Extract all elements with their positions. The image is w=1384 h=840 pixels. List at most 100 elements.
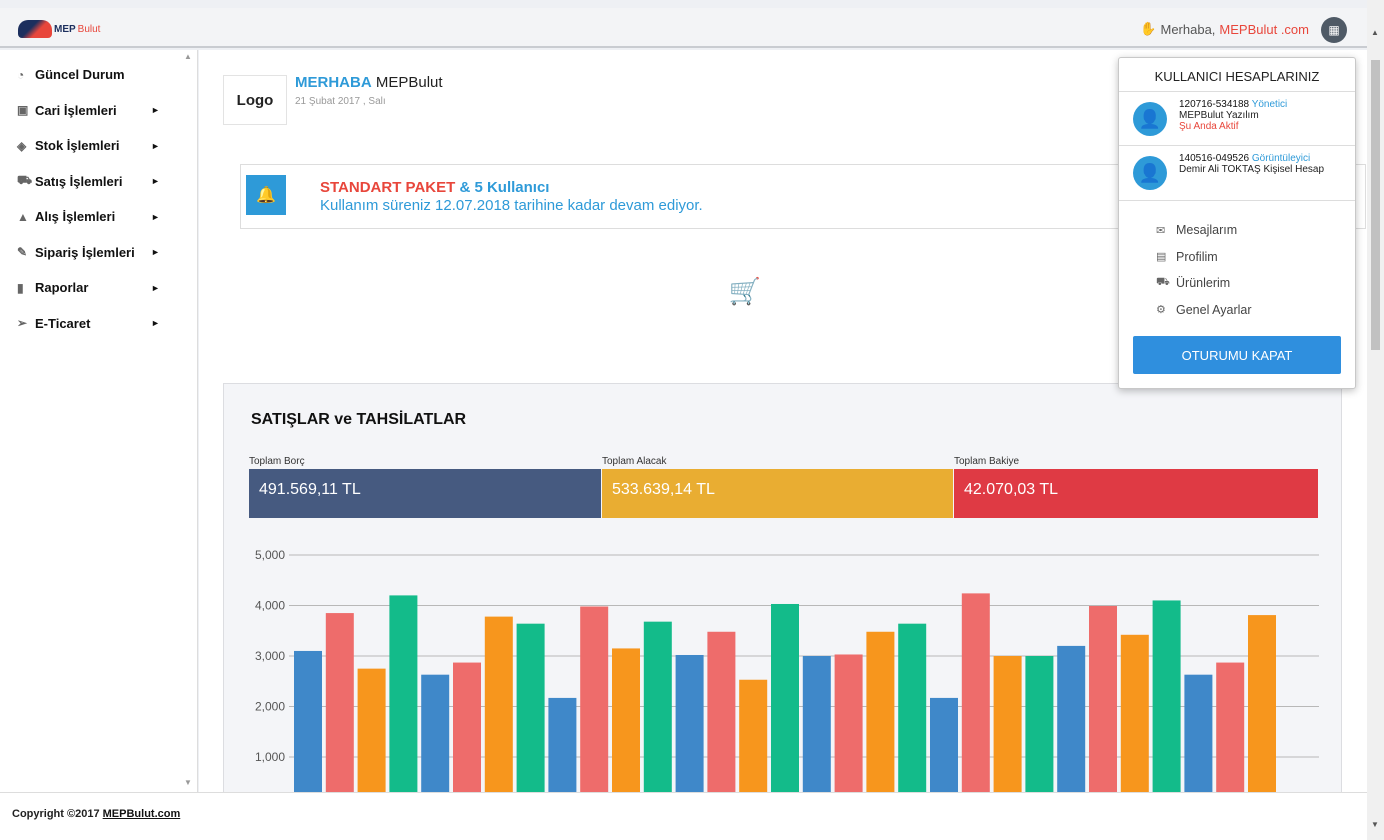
y-tick-label: 5,000 — [255, 548, 285, 562]
sidebar-item-alis[interactable]: ▲ Alış İşlemleri ► — [0, 199, 197, 235]
chart-bar[interactable] — [1248, 615, 1276, 792]
card-label: Stok Bakiyesi — [801, 276, 850, 285]
chart-bar[interactable] — [675, 654, 704, 792]
footer-link[interactable]: MEPBulut.com — [102, 808, 181, 820]
chart-bar[interactable] — [389, 595, 418, 792]
sales-chart-panel: SATIŞLAR ve TAHSİLATLAR Toplam Borç 491.… — [223, 383, 1342, 792]
card-label: Cari Ba — [1085, 276, 1112, 285]
chart-bar[interactable] — [548, 697, 577, 792]
account-id: 140516-049526 — [1179, 153, 1250, 164]
footer: Copyright ©2017 MEPBulut.com — [0, 792, 1367, 840]
total-value: 491.569,11 TL — [249, 469, 601, 518]
sidebar-scrollbar[interactable]: ▲ ▼ — [180, 50, 197, 792]
sidebar-item-eticaret[interactable]: ➢ E-Ticaret ► — [0, 306, 197, 342]
chart-bar[interactable] — [834, 654, 863, 792]
scroll-down-icon[interactable]: ▼ — [1371, 820, 1379, 829]
cart-icon: ⛟ — [17, 173, 33, 188]
chart-bar[interactable] — [961, 593, 990, 792]
page-scrollbar[interactable]: ▲ ▼ — [1367, 0, 1384, 840]
company-logo: Logo — [223, 75, 287, 125]
chart-bar[interactable] — [993, 656, 1022, 792]
total-label: Toplam Borç — [249, 456, 305, 467]
logo-text-sub: Bulut — [77, 23, 101, 35]
user-name[interactable]: MEPBulut .com — [1219, 21, 1309, 37]
sidebar-item-cari[interactable]: ▣ Cari İşlemleri ► — [0, 93, 197, 129]
top-bar: MEP Bulut ✋ Merhaba, MEPBulut .com ▦ — [0, 8, 1367, 48]
chart-bar[interactable] — [930, 697, 958, 792]
chart-bar[interactable] — [802, 656, 831, 792]
card-today-sales[interactable]: Bugün Satışlar 0 TL Geçen Hafta 27170 TL … — [223, 264, 490, 348]
chart-bar[interactable] — [484, 616, 513, 792]
account-role: Görüntüleyici — [1251, 153, 1311, 164]
y-tick-label: 4,000 — [255, 599, 285, 613]
chart-bar[interactable] — [294, 650, 322, 792]
card-stock-balance[interactable]: Stok Bakiyesi 1772 ADET Toplam Giren 6740… — [791, 264, 1057, 348]
chart-bar[interactable] — [739, 679, 768, 792]
chart-bar[interactable] — [1216, 662, 1245, 792]
sidebar-item-raporlar[interactable]: ▮ Raporlar ► — [0, 270, 197, 306]
scroll-up-icon[interactable]: ▲ — [1371, 28, 1379, 37]
menu-item-label: Profilim — [1176, 249, 1218, 264]
card-left-info: Geçen Hafta 0 TL — [517, 319, 562, 337]
card-right-info: Geçen Ay 0 TL — [728, 320, 763, 338]
user-avatar-icon: 👤 — [1133, 156, 1167, 190]
chart-bar[interactable] — [325, 613, 354, 792]
account-id-line: 140516-049526 Görüntüleyici — [1179, 153, 1310, 164]
sidebar-item-satis[interactable]: ⛟ Satış İşlemleri ► — [0, 164, 197, 200]
logo-placeholder-text: Logo — [236, 91, 274, 109]
sidebar-item-label: Sipariş İşlemleri — [35, 244, 135, 260]
chart-bar[interactable] — [771, 603, 799, 792]
chart-bar[interactable] — [612, 648, 640, 792]
chevron-right-icon: ► — [151, 211, 160, 222]
scrollbar-thumb[interactable] — [1371, 60, 1380, 350]
chart-bar[interactable] — [580, 606, 609, 792]
chart-bar[interactable] — [453, 662, 481, 792]
user-menu-button[interactable]: ▦ — [1321, 17, 1347, 43]
menu-item-profile[interactable]: ▤ Profilim — [1119, 244, 1355, 271]
card-today-purchases[interactable]: Bugün Alışlar 0 TL Geçen Hafta 0 TL Geçen… — [507, 264, 773, 348]
account-item[interactable]: 👤 140516-049526 Görüntüleyici Demir Ali … — [1119, 146, 1355, 201]
chart-bar[interactable] — [707, 631, 736, 792]
chart-bar[interactable] — [421, 674, 450, 792]
app-logo[interactable]: MEP Bulut — [18, 20, 100, 38]
y-tick-label: 3,000 — [255, 649, 285, 663]
card-label: Bugün Satışlar — [233, 276, 286, 285]
chart-bar[interactable] — [1025, 656, 1054, 792]
user-greeting: ✋ Merhaba, MEPBulut .com — [1140, 21, 1309, 37]
chevron-right-icon: ► — [151, 105, 160, 116]
bag-icon: ▲ — [17, 209, 29, 224]
total-credit: Toplam Alacak 533.639,14 TL — [602, 456, 953, 518]
chart-bar[interactable] — [866, 631, 895, 792]
sidebar-item-label: Güncel Durum — [35, 67, 125, 83]
scroll-down-icon[interactable]: ▼ — [184, 778, 192, 787]
sidebar-item-stok[interactable]: ◈ Stok İşlemleri ► — [0, 128, 197, 164]
chart-bar[interactable] — [898, 623, 927, 792]
current-date: 21 Şubat 2017 , Salı — [295, 96, 386, 107]
card-cari-balance[interactable]: Cari Ba 420 Alacak 533639 — [1075, 264, 1125, 348]
chart-bar[interactable] — [643, 621, 672, 792]
scroll-up-icon[interactable]: ▲ — [184, 52, 192, 61]
menu-item-products[interactable]: ⛟ Ürünlerim — [1119, 270, 1355, 297]
chart-bar[interactable] — [1089, 606, 1117, 792]
cursor-icon: ➢ — [17, 316, 28, 331]
sidebar-item-label: E-Ticaret — [35, 315, 91, 331]
chart-bar[interactable] — [516, 623, 545, 792]
chart-bar[interactable] — [357, 668, 386, 792]
box-icon: ◈ — [17, 138, 27, 153]
menu-item-messages[interactable]: ✉ Mesajlarım — [1119, 217, 1355, 244]
chart-bar[interactable] — [1120, 634, 1149, 792]
chart-bar[interactable] — [1184, 674, 1213, 792]
card-value: 0 TL — [233, 288, 271, 308]
account-item[interactable]: 👤 120716-534188 Yönetici MEPBulut Yazılı… — [1119, 92, 1355, 146]
menu-item-settings[interactable]: ⚙ Genel Ayarlar — [1119, 297, 1355, 324]
chart-bar[interactable] — [1057, 645, 1086, 792]
welcome-heading: MERHABA MEPBulut — [295, 74, 443, 91]
account-name: Demir Ali TOKTAŞ Kişisel Hesap — [1179, 164, 1325, 175]
card-value: 1772 ADET — [801, 288, 895, 308]
menu-item-label: Mesajlarım — [1176, 223, 1238, 238]
card-right-info: Toplam Çıkan 4968 ADET — [998, 320, 1047, 338]
chart-bar[interactable] — [1152, 600, 1181, 792]
logout-button[interactable]: OTURUMU KAPAT — [1133, 336, 1341, 374]
sidebar-item-siparis[interactable]: ✎ Sipariş İşlemleri ► — [0, 235, 197, 271]
sidebar-item-guncel-durum[interactable]: ◔ Güncel Durum — [0, 57, 197, 93]
